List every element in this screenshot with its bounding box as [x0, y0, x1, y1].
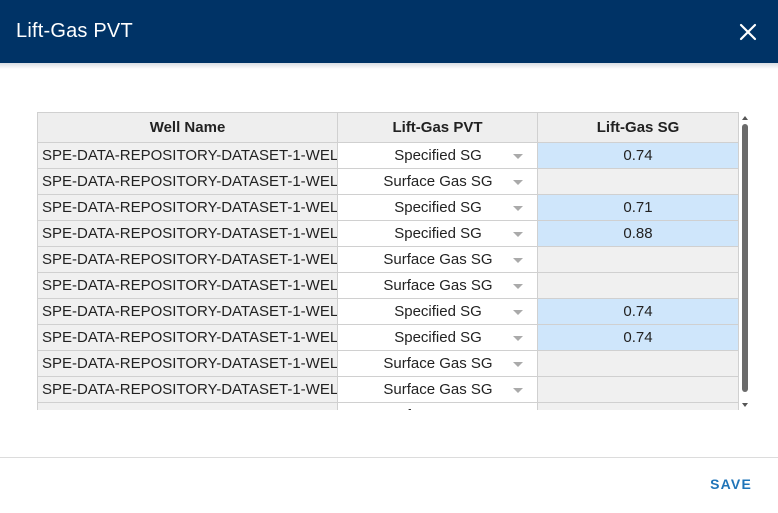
well-name-cell: SPE-DATA-REPOSITORY-DATASET-1-WELL: [37, 272, 338, 299]
lift-gas-pvt-value: Surface Gas SG: [383, 381, 493, 398]
chevron-down-icon[interactable]: [513, 310, 523, 315]
lift-gas-sg-cell: [537, 272, 739, 299]
lift-gas-pvt-dropdown[interactable]: Surface Gas SG: [337, 272, 538, 299]
lift-gas-pvt-value: Specified SG: [394, 199, 482, 216]
dialog-title: Lift-Gas PVT: [16, 20, 133, 42]
scroll-down-icon[interactable]: [742, 403, 748, 407]
column-header-lift-gas-pvt[interactable]: Lift-Gas PVT: [337, 112, 538, 143]
header-shadow: [0, 63, 778, 69]
lift-gas-sg-cell[interactable]: 0.74: [537, 298, 739, 325]
lift-gas-pvt-dropdown[interactable]: Specified SG: [337, 298, 538, 325]
chevron-down-icon[interactable]: [513, 206, 523, 211]
column-header-lift-gas-sg[interactable]: Lift-Gas SG: [537, 112, 739, 143]
well-name-cell: SPE-DATA-REPOSITORY-DATASET-1-WELL: [37, 402, 338, 410]
well-name-cell: SPE-DATA-REPOSITORY-DATASET-1-WELL: [37, 298, 338, 325]
lift-gas-pvt-value: Surface Gas SG: [383, 277, 493, 294]
well-name-cell: SPE-DATA-REPOSITORY-DATASET-1-WELL: [37, 142, 338, 169]
lift-gas-pvt-dropdown[interactable]: Specified SG: [337, 142, 538, 169]
well-pvt-grid: Well Name Lift-Gas PVT Lift-Gas SG SPE-D…: [37, 112, 739, 410]
close-icon: [739, 23, 757, 40]
lift-gas-pvt-dropdown[interactable]: Surface Gas SG: [337, 402, 538, 410]
table-row: SPE-DATA-REPOSITORY-DATASET-1-WELL Surfac…: [37, 168, 739, 195]
footer-divider: [0, 457, 778, 458]
table-row: SPE-DATA-REPOSITORY-DATASET-1-WELL Surfac…: [37, 350, 739, 377]
well-name-cell: SPE-DATA-REPOSITORY-DATASET-1-WELL: [37, 246, 338, 273]
lift-gas-sg-cell[interactable]: 0.74: [537, 324, 739, 351]
save-button[interactable]: SAVE: [710, 476, 752, 492]
dialog-header: Lift-Gas PVT: [0, 0, 778, 63]
table-row: SPE-DATA-REPOSITORY-DATASET-1-WELL Specif…: [37, 298, 739, 325]
lift-gas-pvt-dropdown[interactable]: Surface Gas SG: [337, 350, 538, 377]
well-name-cell: SPE-DATA-REPOSITORY-DATASET-1-WELL: [37, 350, 338, 377]
lift-gas-pvt-value: Specified SG: [394, 147, 482, 164]
lift-gas-pvt-dropdown[interactable]: Specified SG: [337, 324, 538, 351]
well-name-cell: SPE-DATA-REPOSITORY-DATASET-1-WELL: [37, 194, 338, 221]
lift-gas-sg-cell: [537, 350, 739, 377]
lift-gas-pvt-dropdown[interactable]: Surface Gas SG: [337, 376, 538, 403]
lift-gas-sg-cell[interactable]: 0.71: [537, 194, 739, 221]
chevron-down-icon[interactable]: [513, 388, 523, 393]
lift-gas-pvt-value: Surface Gas SG: [383, 173, 493, 190]
chevron-down-icon[interactable]: [513, 284, 523, 289]
table-header-row: Well Name Lift-Gas PVT Lift-Gas SG: [37, 112, 739, 143]
well-name-cell: SPE-DATA-REPOSITORY-DATASET-1-WELL: [37, 376, 338, 403]
lift-gas-pvt-value: Specified SG: [394, 329, 482, 346]
lift-gas-sg-cell: [537, 376, 739, 403]
lift-gas-pvt-value: Surface Gas SG: [383, 251, 493, 268]
lift-gas-sg-cell: [537, 402, 739, 410]
well-pvt-table: Well Name Lift-Gas PVT Lift-Gas SG SPE-D…: [37, 112, 739, 410]
lift-gas-pvt-dropdown[interactable]: Surface Gas SG: [337, 246, 538, 273]
lift-gas-pvt-value: Surface Gas SG: [383, 355, 493, 372]
chevron-down-icon[interactable]: [513, 180, 523, 185]
lift-gas-pvt-dropdown[interactable]: Specified SG: [337, 220, 538, 247]
lift-gas-sg-cell[interactable]: 0.88: [537, 220, 739, 247]
close-button[interactable]: [734, 18, 762, 46]
table-row: SPE-DATA-REPOSITORY-DATASET-1-WELL Specif…: [37, 220, 739, 247]
lift-gas-pvt-dropdown[interactable]: Specified SG: [337, 194, 538, 221]
lift-gas-sg-cell: [537, 246, 739, 273]
table-row: SPE-DATA-REPOSITORY-DATASET-1-WELLSurfac…: [37, 402, 739, 410]
well-name-cell: SPE-DATA-REPOSITORY-DATASET-1-WELL: [37, 168, 338, 195]
lift-gas-pvt-dropdown[interactable]: Surface Gas SG: [337, 168, 538, 195]
lift-gas-sg-cell: [537, 168, 739, 195]
chevron-down-icon[interactable]: [513, 232, 523, 237]
table-row: SPE-DATA-REPOSITORY-DATASET-1-WELL Surfac…: [37, 376, 739, 403]
lift-gas-pvt-value: Specified SG: [394, 303, 482, 320]
lift-gas-pvt-value: Specified SG: [394, 225, 482, 242]
table-row: SPE-DATA-REPOSITORY-DATASET-1-WELL Specif…: [37, 194, 739, 221]
lift-gas-pvt-value: Surface Gas SG: [339, 407, 537, 410]
table-row: SPE-DATA-REPOSITORY-DATASET-1-WELL Specif…: [37, 324, 739, 351]
chevron-down-icon[interactable]: [513, 336, 523, 341]
table-row: SPE-DATA-REPOSITORY-DATASET-1-WELL Surfac…: [37, 246, 739, 273]
well-name-cell: SPE-DATA-REPOSITORY-DATASET-1-WELL: [37, 220, 338, 247]
column-header-well-name[interactable]: Well Name: [37, 112, 338, 143]
chevron-down-icon[interactable]: [513, 258, 523, 263]
scrollbar-thumb[interactable]: [742, 124, 748, 392]
table-row: SPE-DATA-REPOSITORY-DATASET-1-WELL Surfac…: [37, 272, 739, 299]
table-row: SPE-DATA-REPOSITORY-DATASET-1-WELL Specif…: [37, 142, 739, 169]
chevron-down-icon[interactable]: [513, 154, 523, 159]
well-name-cell: SPE-DATA-REPOSITORY-DATASET-1-WELL: [37, 324, 338, 351]
vertical-scrollbar[interactable]: [740, 112, 750, 410]
scroll-up-icon[interactable]: [742, 116, 748, 120]
lift-gas-sg-cell[interactable]: 0.74: [537, 142, 739, 169]
chevron-down-icon[interactable]: [513, 362, 523, 367]
